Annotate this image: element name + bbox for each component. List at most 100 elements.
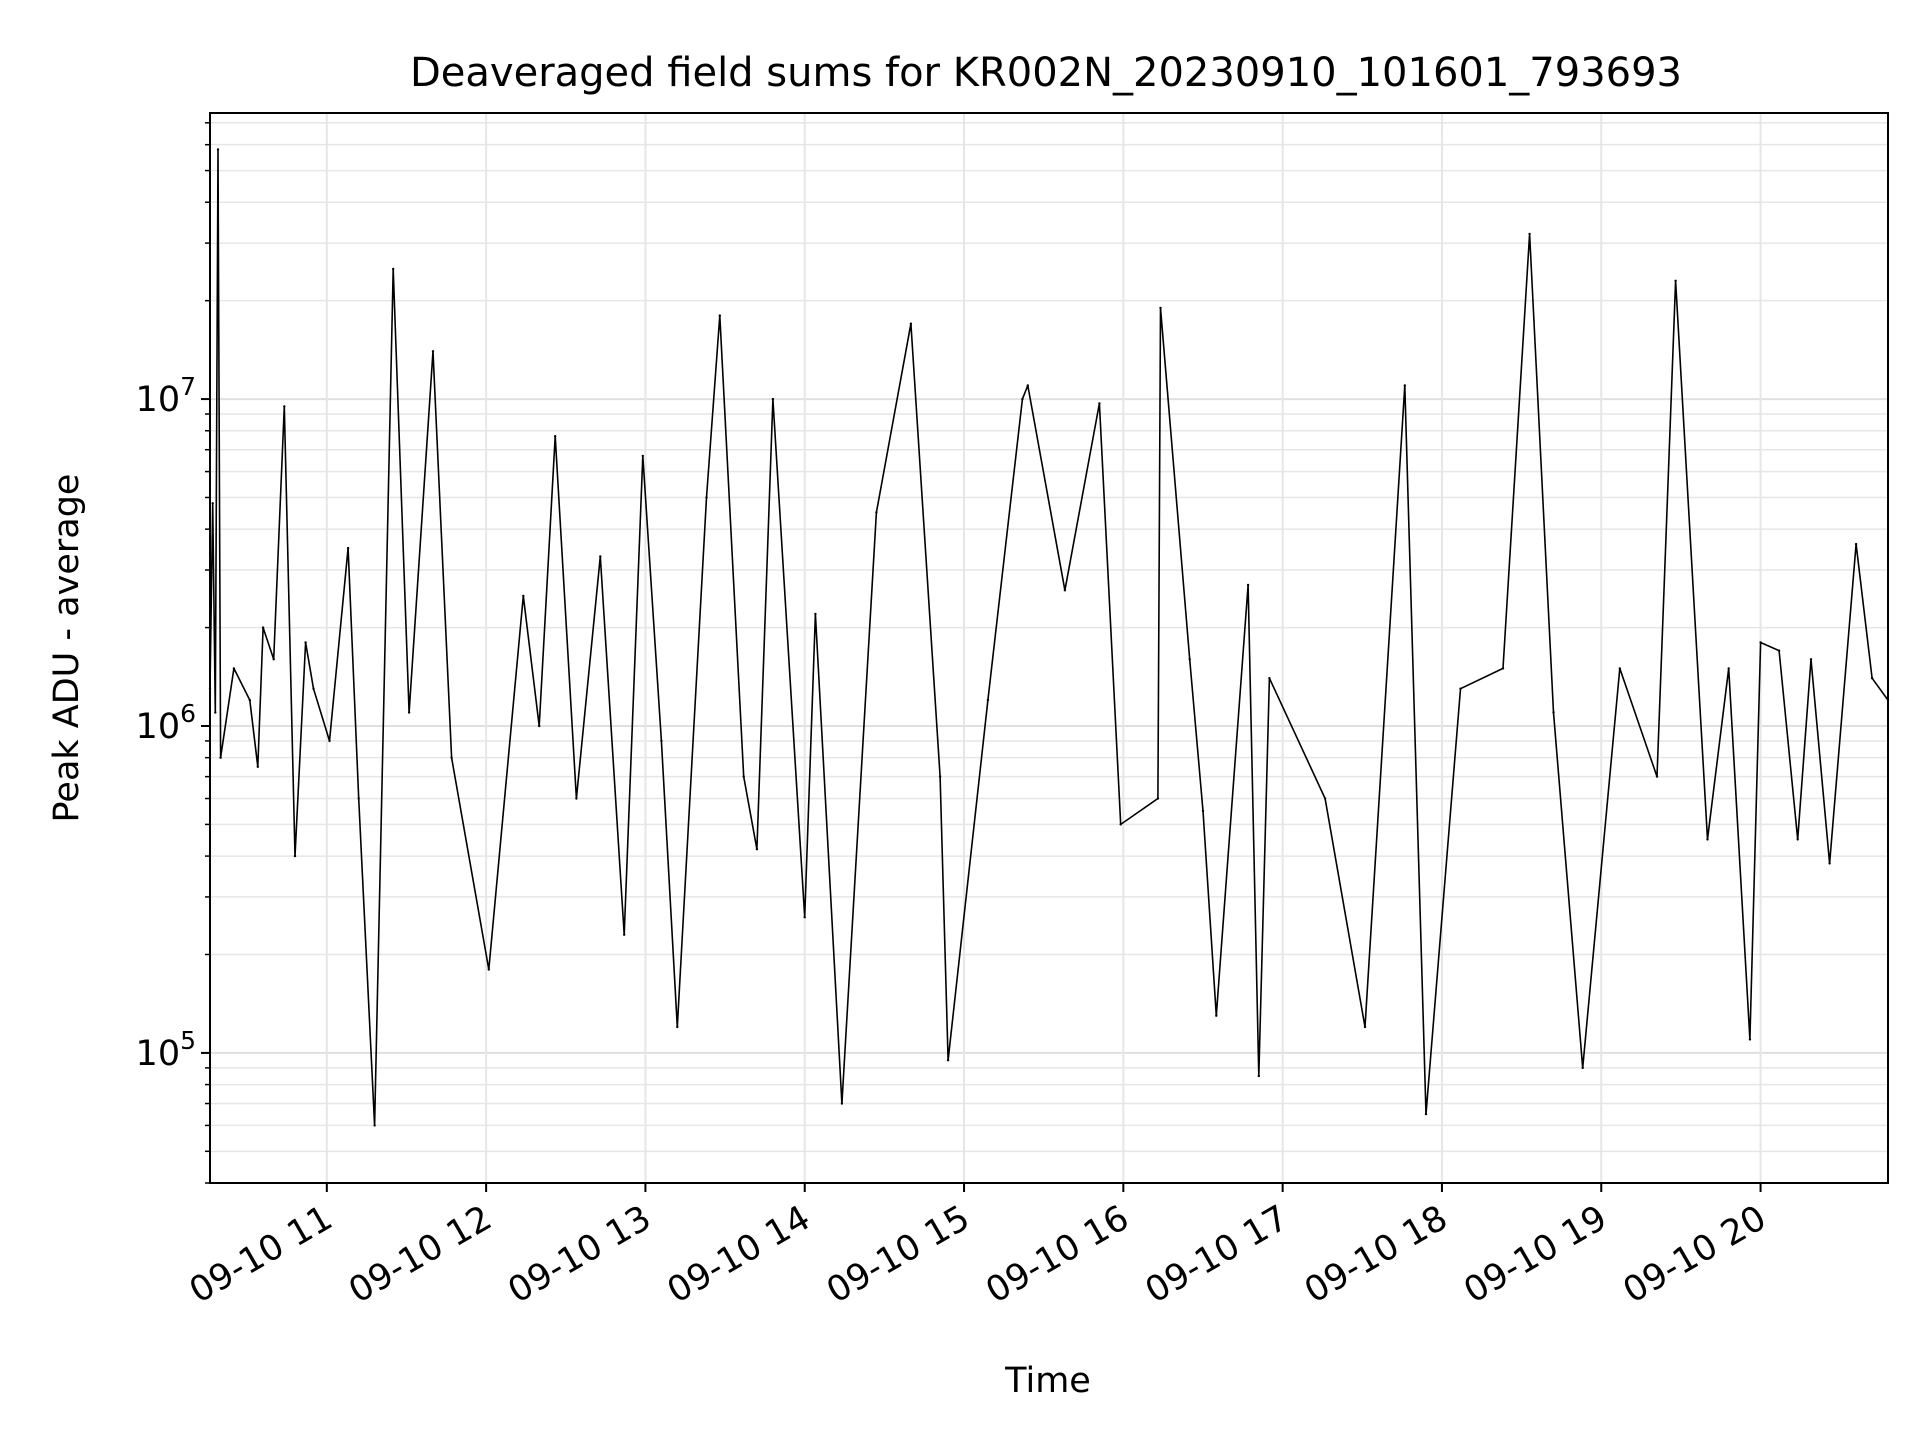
data-point xyxy=(554,435,557,438)
data-point xyxy=(946,1059,950,1062)
data-point xyxy=(1727,667,1730,670)
data-point xyxy=(1188,658,1191,661)
data-point xyxy=(676,1025,679,1029)
data-line-layer xyxy=(208,148,1890,1127)
data-point xyxy=(660,739,663,743)
data-point xyxy=(1552,711,1555,714)
data-point xyxy=(1119,823,1122,826)
data-point xyxy=(1363,1025,1367,1029)
data-point xyxy=(407,711,411,714)
data-point xyxy=(1655,775,1659,778)
x-tick-label: 09-10 19 xyxy=(1457,1198,1613,1311)
data-point xyxy=(211,502,214,505)
y-axis: 105 106 107 xyxy=(136,122,210,1184)
data-point xyxy=(1528,232,1531,236)
data-point xyxy=(1268,677,1271,680)
data-point xyxy=(1854,542,1858,546)
data-point xyxy=(1777,649,1781,652)
data-point xyxy=(803,916,806,919)
x-tick-label: 09-10 12 xyxy=(342,1198,498,1311)
data-point xyxy=(1159,306,1162,310)
data-point xyxy=(1403,384,1407,387)
x-tick-label: 09-10 18 xyxy=(1298,1198,1454,1311)
data-point xyxy=(1459,687,1462,690)
data-point xyxy=(1098,402,1101,405)
data-point xyxy=(705,496,708,499)
data-point xyxy=(909,322,913,325)
x-axis-label: Time xyxy=(1004,1361,1091,1401)
data-point xyxy=(272,658,275,661)
data-point xyxy=(1323,797,1327,800)
data-point xyxy=(214,711,217,714)
chart-title: Deaveraged field sums for KR002N_2023091… xyxy=(410,50,1682,96)
data-point xyxy=(742,775,745,778)
data-point xyxy=(1424,1112,1428,1116)
data-point xyxy=(487,968,490,971)
data-point xyxy=(1748,1038,1752,1041)
data-point xyxy=(1156,797,1160,800)
data-point xyxy=(1215,1014,1218,1017)
data-point xyxy=(248,698,251,702)
data-point xyxy=(1026,384,1030,387)
y-tick-label: 107 xyxy=(136,372,196,420)
data-point xyxy=(1257,1074,1261,1078)
data-point xyxy=(1674,279,1677,282)
data-point xyxy=(771,397,775,401)
data-point xyxy=(1706,838,1709,841)
data-point xyxy=(1021,397,1024,401)
data-point xyxy=(538,724,541,728)
data-point xyxy=(1828,862,1831,865)
data-point xyxy=(814,612,817,616)
y-axis-label: Peak ADU - average xyxy=(47,474,87,823)
data-point xyxy=(1581,1066,1584,1070)
data-point xyxy=(840,1102,844,1105)
data-point xyxy=(1063,589,1067,592)
data-point xyxy=(575,797,578,800)
data-point xyxy=(1796,838,1799,841)
series-line xyxy=(209,148,1889,1127)
data-point xyxy=(261,626,265,629)
data-point xyxy=(450,756,453,759)
y-tick-label: 106 xyxy=(136,699,196,747)
data-point xyxy=(256,765,259,768)
data-point xyxy=(1809,658,1813,661)
data-point xyxy=(718,314,721,317)
data-point xyxy=(431,350,435,353)
data-point xyxy=(312,687,315,690)
data-point xyxy=(599,555,602,558)
plot-area-frame xyxy=(209,112,1889,1184)
data-point xyxy=(623,933,626,936)
data-point xyxy=(219,756,222,759)
data-point xyxy=(232,667,236,670)
data-point xyxy=(1246,583,1250,587)
data-point xyxy=(328,739,331,743)
data-point xyxy=(938,775,942,778)
data-point xyxy=(346,546,350,550)
x-tick-label: 09-10 20 xyxy=(1617,1198,1773,1311)
data-point xyxy=(1759,641,1762,644)
data-point xyxy=(641,454,644,458)
data-point xyxy=(1501,667,1505,670)
data-point xyxy=(1201,809,1205,813)
data-point xyxy=(755,848,759,851)
data-point xyxy=(392,267,395,271)
data-point xyxy=(986,698,990,702)
data-point xyxy=(216,148,220,151)
y-tick-label: 105 xyxy=(136,1026,196,1074)
data-point xyxy=(283,405,286,408)
x-tick-label: 09-10 17 xyxy=(1139,1198,1295,1311)
data-point xyxy=(1618,667,1622,670)
data-point xyxy=(304,641,307,644)
data-point xyxy=(357,797,360,800)
x-tick-label: 09-10 15 xyxy=(820,1198,976,1311)
x-tick-label: 09-10 14 xyxy=(661,1198,817,1311)
data-point xyxy=(373,1124,376,1127)
x-tick-label: 09-10 11 xyxy=(183,1198,339,1311)
data-point xyxy=(875,511,878,514)
data-point xyxy=(1870,677,1874,680)
data-point xyxy=(522,594,525,598)
data-point xyxy=(293,854,297,858)
x-tick-label: 09-10 16 xyxy=(980,1198,1136,1311)
x-tick-label: 09-10 13 xyxy=(502,1198,658,1311)
